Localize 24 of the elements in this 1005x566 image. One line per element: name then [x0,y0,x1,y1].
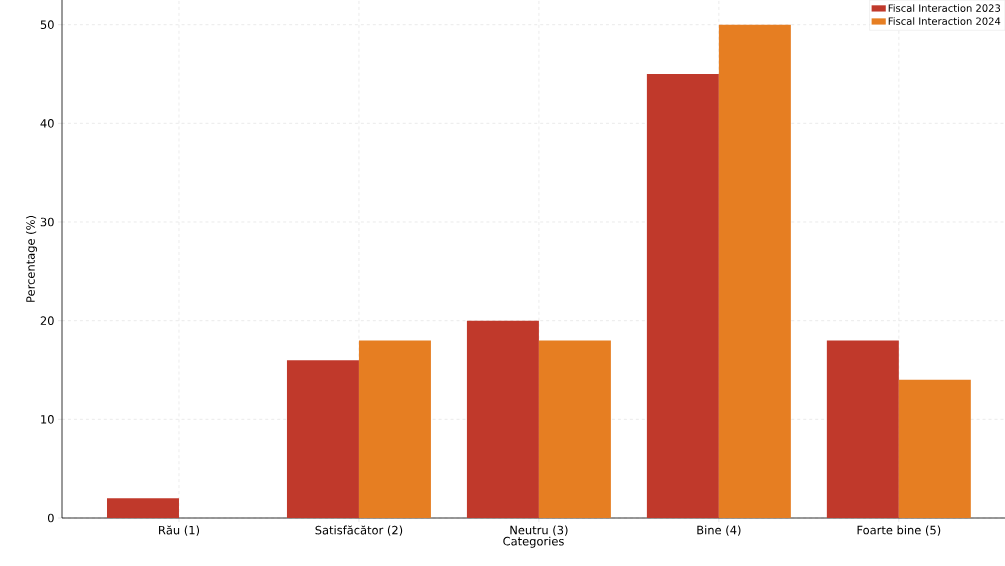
y-tick-label: 20 [40,316,54,325]
bar [538,340,611,518]
y-tick-label: 50 [40,20,54,29]
bar [898,379,971,518]
bar [358,340,431,518]
x-tick-label: Neutru (3) [510,525,568,536]
bar [106,498,179,518]
bar [646,73,719,518]
y-tick-label: 30 [40,217,54,227]
y-tick-label: 0 [47,513,54,523]
x-tick-label: Satisfăcător (2) [315,525,403,536]
x-tick-label: Foarte bine (5) [857,525,941,536]
legend-label: Fiscal Interaction 2024 [888,17,1001,25]
y-axis-title: Percentage (%) [25,216,38,302]
y-tick-label: 10 [41,415,54,424]
x-tick-label: Rău (1) [159,525,200,536]
bar [718,24,791,518]
bar [286,360,359,518]
x-tick-label: Bine (4) [697,525,741,536]
bar [466,320,539,518]
bar [826,340,899,518]
y-tick-label: 40 [40,119,54,128]
legend-label: Fiscal Interaction 2023 [888,4,1001,12]
x-axis-title: Categories [503,536,564,548]
